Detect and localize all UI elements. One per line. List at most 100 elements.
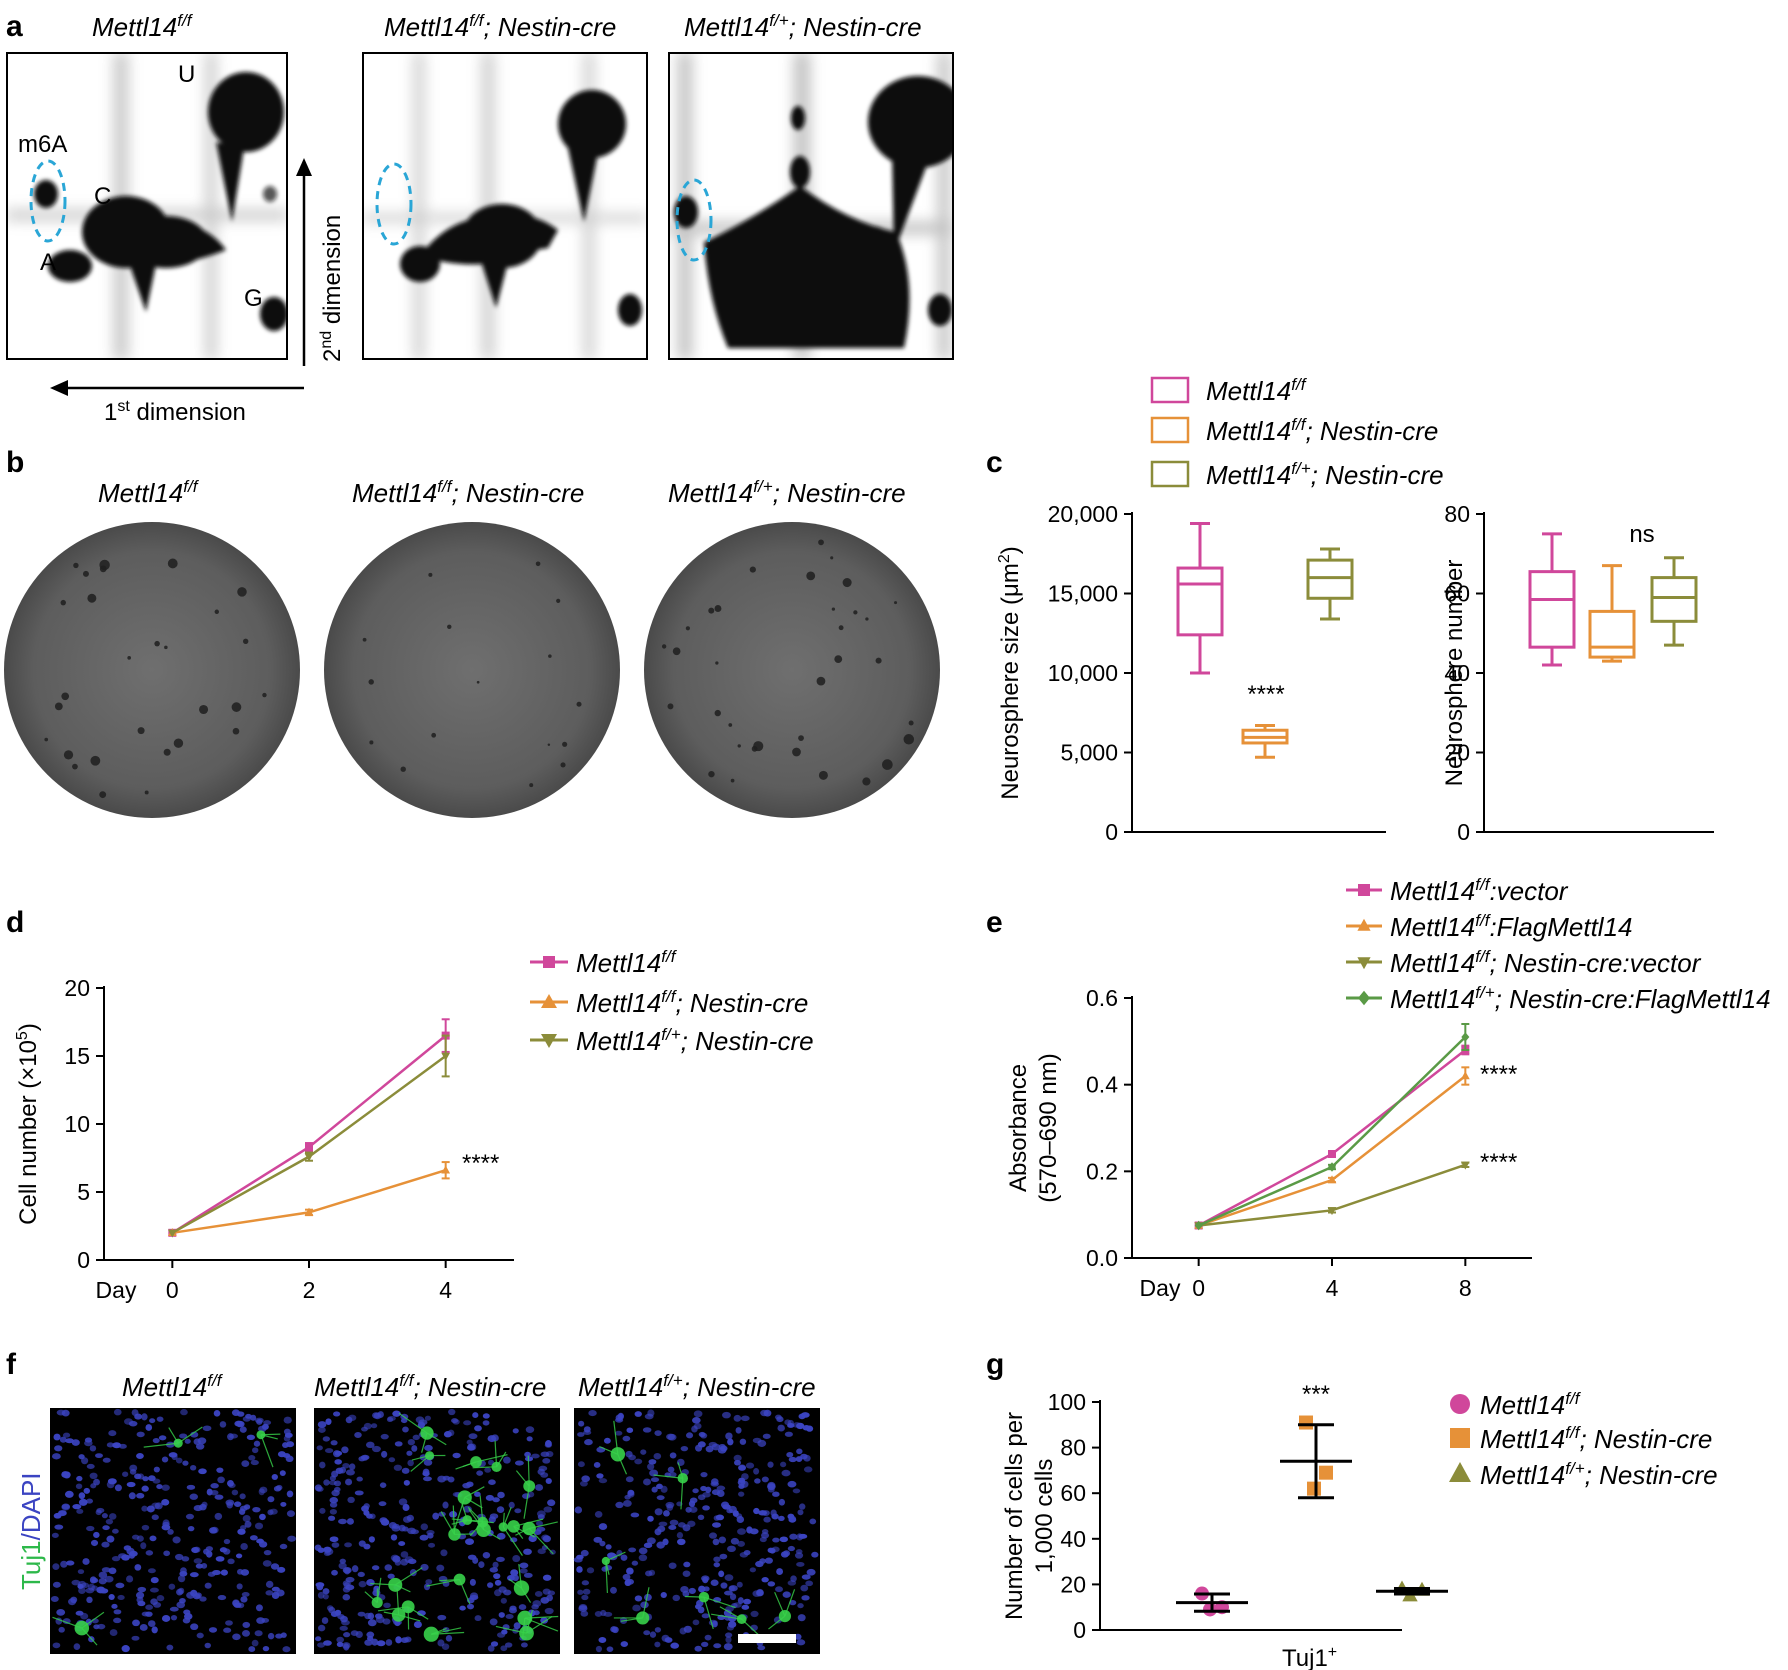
nucleus bbox=[472, 1557, 479, 1564]
nucleus bbox=[811, 1551, 819, 1558]
nucleus bbox=[423, 1583, 431, 1591]
nucleus bbox=[358, 1456, 366, 1462]
nucleus bbox=[796, 1639, 806, 1646]
legend-e-label: Mettl14f/f; Nestin-cre:vector bbox=[1390, 947, 1702, 978]
nucleus bbox=[237, 1568, 244, 1575]
nucleus bbox=[736, 1581, 743, 1588]
nucleus bbox=[800, 1584, 809, 1592]
nucleus bbox=[419, 1534, 429, 1541]
nucleus bbox=[718, 1570, 725, 1578]
box-ff_cre bbox=[1241, 723, 1289, 759]
nucleus bbox=[709, 1532, 717, 1539]
neuron-soma bbox=[470, 1456, 482, 1468]
nucleus bbox=[56, 1608, 66, 1616]
nucleus bbox=[51, 1532, 59, 1538]
nucleus bbox=[140, 1542, 147, 1550]
legend-e-marker bbox=[1357, 918, 1371, 931]
data-point bbox=[441, 1052, 451, 1061]
neurospheres-2 bbox=[362, 561, 582, 788]
nucleus bbox=[82, 1558, 90, 1565]
nucleus bbox=[152, 1478, 161, 1484]
nucleus bbox=[252, 1507, 261, 1513]
y-tick-label: 15 bbox=[64, 1043, 90, 1069]
nucleus bbox=[543, 1506, 553, 1513]
y-tick-label: 80 bbox=[1444, 501, 1470, 527]
culture-dish-1 bbox=[4, 522, 300, 818]
nucleus bbox=[241, 1460, 250, 1468]
nucleus bbox=[322, 1588, 330, 1595]
series-line bbox=[172, 1169, 447, 1235]
neurosphere-dot bbox=[99, 791, 107, 799]
neuron-soma bbox=[522, 1521, 536, 1536]
nucleus bbox=[542, 1588, 551, 1595]
nucleus bbox=[547, 1499, 556, 1507]
nucleus bbox=[752, 1590, 762, 1597]
neurosphere-dot bbox=[262, 692, 267, 698]
nucleus bbox=[524, 1451, 531, 1458]
nucleus bbox=[259, 1513, 266, 1521]
box-ff bbox=[1176, 522, 1224, 675]
nucleus bbox=[145, 1604, 154, 1610]
nucleus bbox=[797, 1614, 806, 1622]
nucleus bbox=[692, 1488, 699, 1494]
nucleus bbox=[728, 1585, 735, 1592]
nucleus bbox=[244, 1520, 252, 1528]
neuron-soma bbox=[173, 1438, 183, 1448]
nucleus bbox=[388, 1521, 397, 1529]
nucleus bbox=[111, 1603, 118, 1609]
nucleus bbox=[628, 1547, 637, 1553]
nucleus bbox=[78, 1454, 85, 1460]
nucleus bbox=[620, 1554, 628, 1561]
nucleus bbox=[667, 1466, 675, 1473]
nucleus bbox=[412, 1434, 420, 1441]
nucleus bbox=[331, 1569, 338, 1576]
nucleus bbox=[126, 1547, 135, 1555]
nucleus bbox=[656, 1483, 663, 1490]
nucleus bbox=[487, 1582, 494, 1588]
nucleus bbox=[794, 1633, 802, 1640]
nucleus bbox=[510, 1569, 519, 1577]
neurosphere-dot bbox=[728, 723, 733, 727]
neuron-soma bbox=[610, 1447, 626, 1462]
legend-e-label: Mettl14f/f:vector bbox=[1390, 875, 1569, 906]
nucleus bbox=[141, 1524, 150, 1531]
nucleus bbox=[183, 1609, 191, 1615]
nucleus bbox=[141, 1505, 148, 1512]
chart-absorbance: 0.0 0.2 0.4 0.6 0 4 8 Day Absorbance (570–690 nm)… bbox=[1005, 985, 1532, 1301]
nucleus bbox=[523, 1572, 533, 1578]
nucleus bbox=[263, 1420, 272, 1426]
nucleus bbox=[102, 1525, 110, 1531]
nucleus bbox=[175, 1553, 184, 1561]
nucleus bbox=[158, 1435, 167, 1441]
nucleus bbox=[654, 1641, 661, 1648]
chart-tuj1-cells: 0 20 40 60 80 100 Number of cells per 1,000 cel… bbox=[1001, 1381, 1448, 1670]
legend-c-label-3: Mettl14f/+; Nestin-cre bbox=[1206, 459, 1444, 490]
nucleus bbox=[193, 1558, 203, 1564]
nucleus bbox=[189, 1493, 199, 1500]
nucleus bbox=[720, 1582, 728, 1589]
neurosphere-dot bbox=[369, 740, 374, 745]
nucleus bbox=[805, 1580, 814, 1587]
nucleus bbox=[603, 1437, 611, 1444]
neurosphere-dot bbox=[894, 601, 898, 605]
nucleus bbox=[282, 1646, 291, 1653]
nucleus bbox=[371, 1565, 380, 1571]
y-tick-label: 40 bbox=[1060, 1526, 1086, 1552]
nucleus bbox=[525, 1426, 535, 1433]
nucleus bbox=[187, 1526, 195, 1532]
nucleus bbox=[685, 1432, 694, 1439]
nucleus bbox=[510, 1537, 518, 1543]
nucleus bbox=[512, 1428, 519, 1434]
nucleus bbox=[319, 1507, 326, 1514]
nucleus bbox=[753, 1507, 760, 1515]
nucleus bbox=[485, 1494, 495, 1501]
nucleus bbox=[437, 1475, 447, 1483]
nucleus bbox=[447, 1429, 455, 1436]
nucleus bbox=[654, 1528, 662, 1536]
nucleus bbox=[476, 1470, 484, 1476]
nucleus bbox=[640, 1601, 649, 1609]
nucleus bbox=[357, 1611, 366, 1617]
nucleus bbox=[615, 1501, 624, 1509]
data-point bbox=[167, 1229, 177, 1238]
nucleus bbox=[647, 1515, 654, 1522]
